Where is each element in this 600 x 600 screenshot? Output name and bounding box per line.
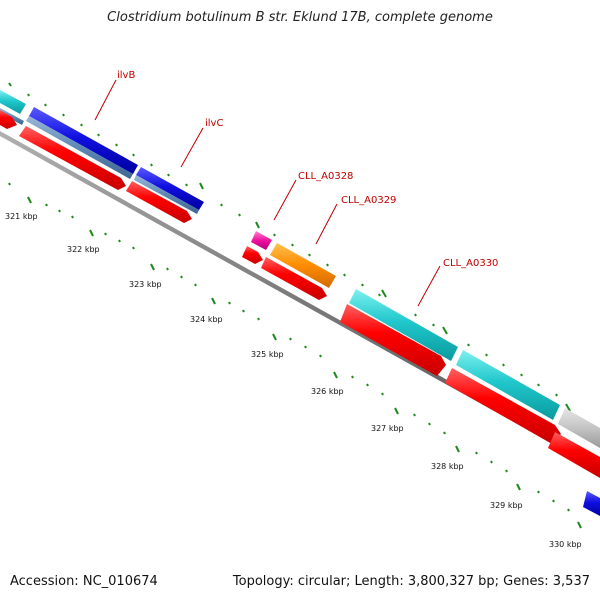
gene-label-ilvb: ilvB — [117, 70, 135, 81]
gray-gene-right — [558, 408, 600, 448]
cds-right — [548, 432, 600, 478]
gene-label-ilvc: ilvC — [205, 118, 223, 129]
blue-gene-right — [583, 491, 600, 516]
ilvb-gene-blue — [29, 107, 138, 174]
cll-a0330-gene-b — [456, 350, 560, 420]
accession-label: Accession: — [10, 574, 79, 589]
kbp-label: 321 kbp — [5, 212, 38, 221]
kbp-label: 323 kbp — [129, 280, 162, 289]
accession-value: NC_010674 — [82, 574, 158, 589]
ilvc-gene-steel — [134, 175, 199, 214]
cll-a0330-gene-a — [349, 289, 458, 361]
gene-label-cll-a0328: CLL_A0328 — [298, 171, 353, 182]
cds-mid-2 — [340, 304, 446, 376]
cds-left-2 — [19, 126, 126, 190]
topology-info: Topology: circular; Length: 3,800,327 bp… — [232, 574, 590, 589]
cll-a0329-gene — [270, 243, 336, 288]
inner-tick-row — [8, 182, 582, 529]
cds-left-1 — [0, 110, 17, 129]
cds-mid-1 — [261, 257, 327, 300]
label-leaders — [94, 79, 441, 307]
steel-gene-left — [0, 108, 24, 125]
kbp-label: 322 kbp — [67, 245, 100, 254]
gene-label-cll-a0330: CLL_A0330 — [443, 258, 498, 269]
cyan-gene-left — [0, 90, 26, 114]
kbp-label: 327 kbp — [371, 424, 404, 433]
cds-small — [242, 246, 263, 264]
map-title: Clostridium botulinum B str. Eklund 17B,… — [107, 10, 493, 25]
ilvc-gene-blue — [136, 167, 204, 210]
kbp-label: 325 kbp — [251, 350, 284, 359]
kbp-label: 330 kbp — [549, 540, 582, 549]
cds-mid-3 — [445, 368, 561, 444]
outer-tick-row — [8, 82, 571, 412]
kbp-label: 324 kbp — [190, 315, 223, 324]
kbp-label: 328 kbp — [431, 462, 464, 471]
kbp-label: 329 kbp — [490, 501, 523, 510]
kbp-label: 326 kbp — [311, 387, 344, 396]
ilvb-gene-steel — [26, 116, 133, 179]
cll-a0328-gene — [251, 231, 272, 250]
gene-label-cll-a0329: CLL_A0329 — [341, 195, 396, 206]
accession-info: Accession: NC_010674 — [10, 574, 158, 589]
cds-left-3 — [126, 181, 192, 223]
